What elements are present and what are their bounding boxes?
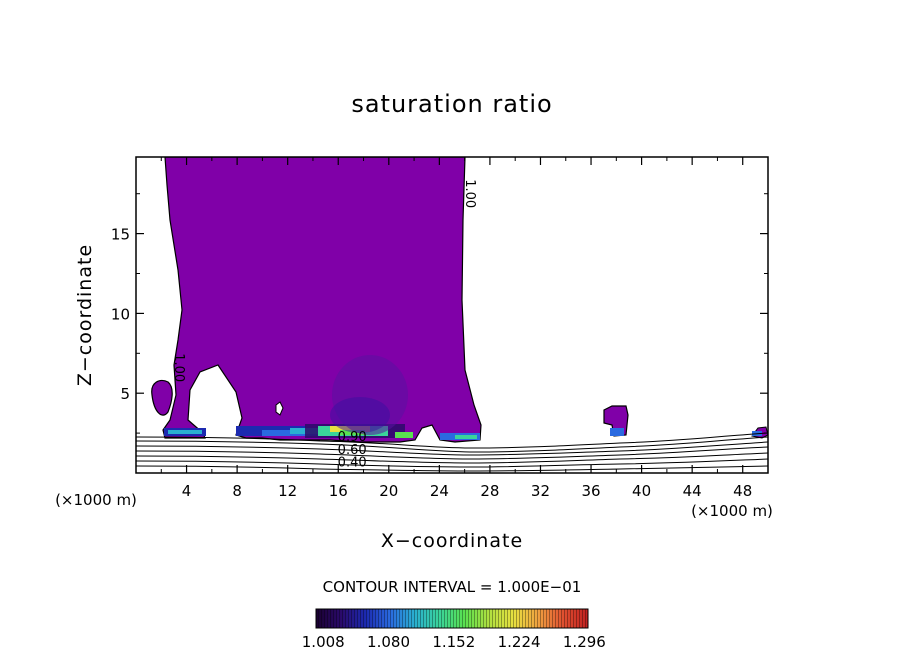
colorbar-tick-label: 1.224 xyxy=(498,633,541,651)
colorbar-tick-label: 1.008 xyxy=(302,633,345,651)
plot-area: 1.001.000.900.600.40 4 8 12 16 20 24 28 32 36 40 4… xyxy=(111,156,769,500)
colorbar-tick-label: 1.152 xyxy=(432,633,475,651)
x-tick-label: 4 xyxy=(182,482,192,500)
contour-interval-text: CONTOUR INTERVAL = 1.000E−01 xyxy=(323,578,582,596)
y-tick-label: 10 xyxy=(111,305,130,323)
contour-label: 0.90 xyxy=(338,430,367,445)
colorbar-tick-label: 1.296 xyxy=(563,633,606,651)
colorbar-tick-label: 1.080 xyxy=(367,633,410,651)
x-tick-label: 28 xyxy=(480,482,499,500)
x-tick-label: 8 xyxy=(232,482,242,500)
x-tick-label: 36 xyxy=(581,482,600,500)
colorbar: 1.008 1.080 1.152 1.224 1.296 xyxy=(302,608,606,651)
contour-lines xyxy=(136,432,768,472)
contour-label: 0.60 xyxy=(338,443,367,458)
y-ticks: 5 10 15 xyxy=(111,193,768,434)
contour-label: 1.00 xyxy=(171,353,186,382)
x-tick-label: 24 xyxy=(430,482,449,500)
y-tick-label: 15 xyxy=(111,226,130,244)
chart-title: saturation ratio xyxy=(351,90,552,118)
contour-label: 1.00 xyxy=(462,179,477,208)
x-tick-label: 44 xyxy=(683,482,702,500)
cloud-region-main xyxy=(162,157,482,443)
x-tick-label: 40 xyxy=(632,482,651,500)
cloud-cell-left xyxy=(151,379,173,416)
x-tick-label: 48 xyxy=(733,482,752,500)
z-unit-label: (×1000 m) xyxy=(55,491,137,509)
x-tick-label: 20 xyxy=(379,482,398,500)
x-unit-label: (×1000 m) xyxy=(691,502,773,520)
colorbar-stripes xyxy=(316,609,588,628)
x-tick-label: 32 xyxy=(531,482,550,500)
y-axis-label: Z−coordinate xyxy=(74,244,96,386)
y-tick-label: 5 xyxy=(120,385,130,403)
contour-labels: 1.00 1.00 0.900.600.40 xyxy=(171,179,477,470)
plot-frame xyxy=(135,156,769,474)
high-saturation-patches xyxy=(164,355,762,440)
contour-label: 0.40 xyxy=(338,456,367,471)
colorbar-labels: 1.008 1.080 1.152 1.224 1.296 xyxy=(302,633,606,651)
x-ticks: 4 8 12 16 20 24 28 32 36 40 44 48 xyxy=(160,157,752,500)
x-axis-label: X−coordinate xyxy=(381,530,523,552)
cloud-cell-small xyxy=(275,401,284,416)
x-tick-label: 16 xyxy=(329,482,348,500)
x-tick-label: 12 xyxy=(278,482,297,500)
